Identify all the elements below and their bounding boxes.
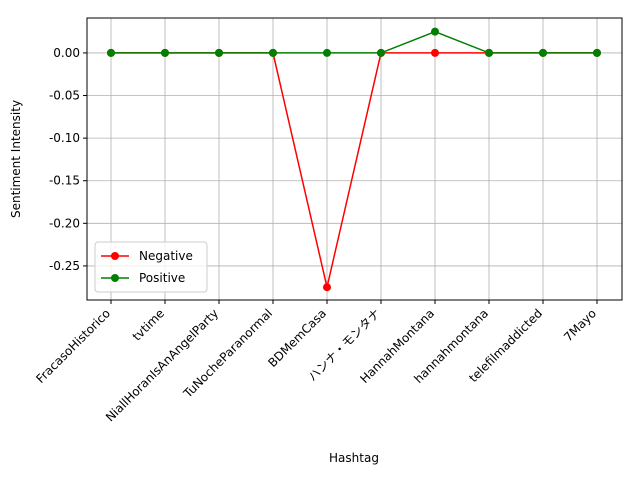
- point: [485, 48, 493, 57]
- legend-label: Positive: [139, 271, 185, 285]
- point: [323, 283, 331, 292]
- series-line: [111, 30, 597, 54]
- x-tick-label: 7Mayo: [561, 306, 599, 344]
- point: [539, 48, 547, 57]
- point: [593, 48, 601, 57]
- x-tick-label: tvtime: [130, 306, 167, 343]
- legend-label: Negative: [139, 249, 193, 263]
- y-tick-label: -0.20: [49, 216, 80, 230]
- point: [431, 48, 439, 57]
- legend-marker: [111, 274, 119, 282]
- x-tick-label: FracasoHistorico: [33, 306, 113, 386]
- point: [161, 48, 169, 57]
- legend-marker: [111, 252, 119, 260]
- y-tick-label: 0.00: [53, 46, 80, 60]
- point: [323, 48, 331, 57]
- point: [269, 48, 277, 57]
- y-tick-label: -0.10: [49, 131, 80, 145]
- y-tick-label: -0.05: [49, 89, 80, 103]
- point: [107, 48, 115, 57]
- point: [377, 48, 385, 57]
- legend-box: [94, 241, 208, 293]
- x-tick-label: NiallHoranIsAnAngelParty: [103, 306, 221, 424]
- point: [431, 27, 439, 36]
- y-axis-label: Sentiment Intensity: [9, 100, 23, 218]
- x-tick-label: TuNocheParanormal: [180, 306, 275, 401]
- x-axis-label: Hashtag: [329, 451, 379, 465]
- plot-frame: [86, 17, 623, 301]
- point: [215, 48, 223, 57]
- y-tick-label: -0.15: [49, 174, 80, 188]
- y-tick-label: -0.25: [49, 259, 80, 273]
